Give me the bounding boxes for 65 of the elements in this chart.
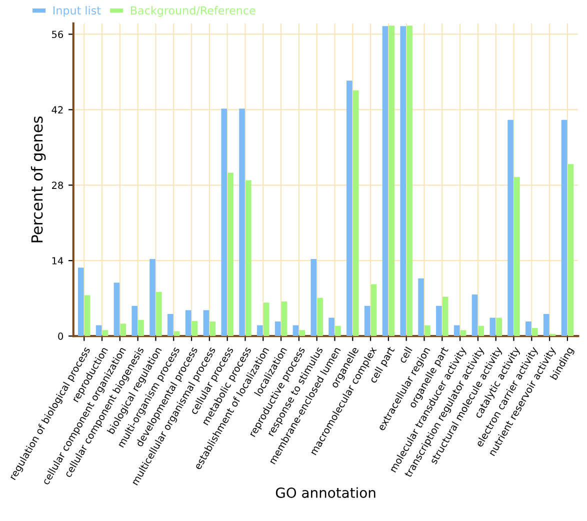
bar xyxy=(292,325,299,336)
bar xyxy=(310,258,317,336)
bar xyxy=(526,321,532,336)
bar xyxy=(346,80,352,336)
bar xyxy=(239,108,245,336)
bar xyxy=(150,258,156,336)
y-tick-label: 56 xyxy=(52,30,64,38)
bar xyxy=(257,325,263,336)
bar xyxy=(168,314,174,336)
y-tick-label: 42 xyxy=(52,106,63,114)
bar xyxy=(138,320,144,336)
bar xyxy=(400,26,406,336)
y-tick-label: 28 xyxy=(52,182,63,189)
bar xyxy=(388,26,395,336)
bar xyxy=(382,26,388,336)
bar xyxy=(460,330,466,336)
bar xyxy=(263,302,270,336)
bar xyxy=(84,295,90,336)
bar xyxy=(352,90,359,336)
bar xyxy=(192,320,198,336)
legend-label: Input list xyxy=(53,6,101,17)
y-axis-title: Percent of genes xyxy=(30,116,46,242)
bar xyxy=(472,294,478,336)
bar xyxy=(532,328,538,336)
bar xyxy=(185,310,192,336)
bar xyxy=(246,180,252,336)
bar xyxy=(102,330,108,336)
bar xyxy=(454,325,460,336)
bar xyxy=(442,296,448,336)
bar xyxy=(156,292,162,336)
bar xyxy=(120,324,126,336)
bar xyxy=(490,318,496,336)
y-tick-label: 0 xyxy=(58,332,64,340)
bar xyxy=(370,284,377,336)
bar xyxy=(228,172,234,336)
bar xyxy=(418,278,424,336)
bar xyxy=(496,318,502,336)
bar xyxy=(281,302,288,336)
bar xyxy=(114,282,120,336)
bar xyxy=(78,268,84,336)
bar xyxy=(406,26,412,336)
bar xyxy=(424,325,430,336)
bar xyxy=(508,120,514,336)
bar xyxy=(335,326,341,336)
y-tick-label: 14 xyxy=(52,257,64,264)
bar xyxy=(317,298,323,336)
bar xyxy=(299,330,306,336)
bar xyxy=(174,331,180,336)
bar xyxy=(221,108,228,336)
x-tick-label: cell xyxy=(398,346,412,364)
bar xyxy=(514,177,520,336)
x-axis-title: GO annotation xyxy=(276,487,376,498)
bar xyxy=(132,306,138,336)
bar xyxy=(210,321,216,336)
bar xyxy=(274,321,281,336)
legend-label: Background/Reference xyxy=(130,6,256,17)
bar xyxy=(364,306,370,336)
bar xyxy=(568,164,574,336)
bar xyxy=(561,120,568,336)
bar xyxy=(203,310,210,336)
bar xyxy=(328,318,334,336)
bar xyxy=(436,306,442,336)
bar xyxy=(543,314,550,336)
bar xyxy=(96,325,102,336)
bar xyxy=(478,326,484,336)
